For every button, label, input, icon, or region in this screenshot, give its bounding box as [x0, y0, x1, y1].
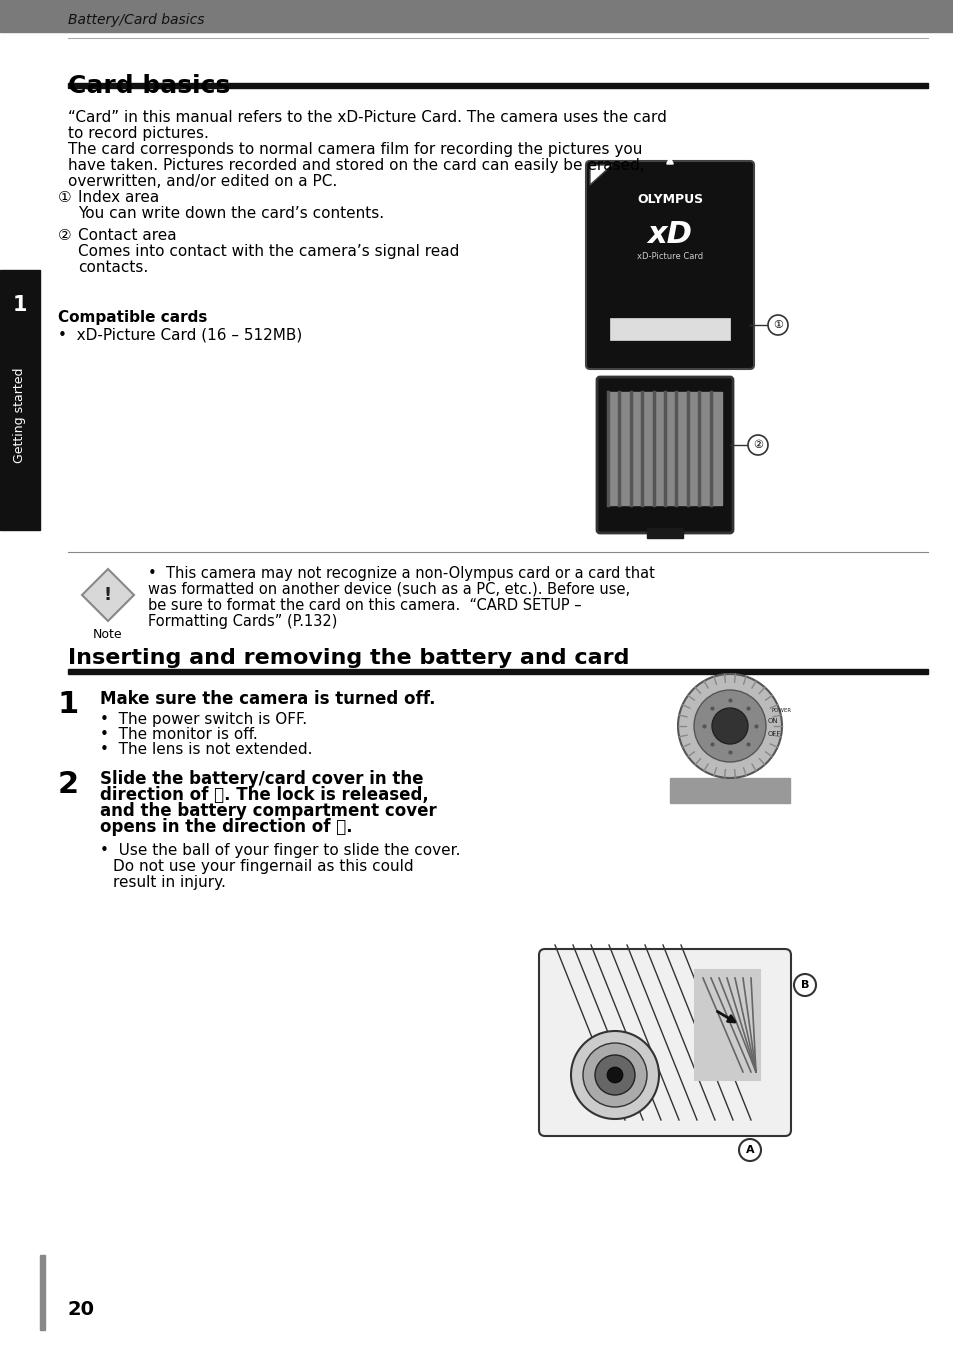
Circle shape — [595, 1054, 635, 1095]
Bar — [68, 670, 927, 674]
FancyBboxPatch shape — [597, 377, 732, 533]
Text: OLYMPUS: OLYMPUS — [637, 193, 702, 207]
Text: have taken. Pictures recorded and stored on the card can easily be erased,: have taken. Pictures recorded and stored… — [68, 158, 644, 173]
FancyBboxPatch shape — [538, 949, 790, 1135]
Text: 1: 1 — [58, 690, 79, 720]
Text: Card basics: Card basics — [68, 74, 230, 99]
Text: Battery/Card basics: Battery/Card basics — [68, 14, 204, 27]
Text: •  The monitor is off.: • The monitor is off. — [100, 728, 257, 743]
Text: Comes into contact with the camera’s signal read: Comes into contact with the camera’s sig… — [78, 244, 459, 259]
Text: Slide the battery/card cover in the: Slide the battery/card cover in the — [100, 769, 423, 788]
Text: B: B — [800, 980, 808, 990]
Text: A: A — [745, 1145, 754, 1156]
Circle shape — [767, 315, 787, 335]
Text: and the battery compartment cover: and the battery compartment cover — [100, 802, 436, 819]
Circle shape — [606, 1066, 622, 1083]
Circle shape — [793, 973, 815, 996]
Text: ②: ② — [752, 440, 762, 450]
Circle shape — [739, 1139, 760, 1161]
Circle shape — [571, 1031, 659, 1119]
Text: •  The lens is not extended.: • The lens is not extended. — [100, 743, 313, 757]
Circle shape — [693, 690, 765, 761]
Text: Getting started: Getting started — [13, 367, 27, 463]
Circle shape — [711, 707, 747, 744]
Text: •  Use the ball of your finger to slide the cover.: • Use the ball of your finger to slide t… — [100, 842, 460, 859]
Text: ②: ② — [58, 228, 71, 243]
Text: be sure to format the card on this camera.  “CARD SETUP –: be sure to format the card on this camer… — [148, 598, 581, 613]
Text: was formatted on another device (such as a PC, etc.). Before use,: was formatted on another device (such as… — [148, 582, 630, 597]
Bar — [0, 270, 40, 531]
Bar — [40, 1256, 45, 1330]
Text: overwritten, and/or edited on a PC.: overwritten, and/or edited on a PC. — [68, 174, 337, 189]
Text: xD: xD — [647, 220, 692, 248]
Text: Do not use your fingernail as this could: Do not use your fingernail as this could — [112, 859, 414, 873]
Bar — [609, 319, 729, 340]
Circle shape — [582, 1044, 646, 1107]
Text: ON: ON — [767, 718, 778, 724]
Text: Formatting Cards” (P.132): Formatting Cards” (P.132) — [148, 614, 337, 629]
Text: to record pictures.: to record pictures. — [68, 126, 209, 140]
Text: opens in the direction of Ⓑ.: opens in the direction of Ⓑ. — [100, 818, 353, 836]
Bar — [695, 971, 760, 1080]
Text: •  xD-Picture Card (16 – 512MB): • xD-Picture Card (16 – 512MB) — [58, 328, 302, 343]
Text: Index area: Index area — [78, 190, 159, 205]
Circle shape — [678, 674, 781, 778]
Bar — [0, 0, 953, 32]
Text: contacts.: contacts. — [78, 261, 148, 275]
Text: Compatible cards: Compatible cards — [58, 310, 207, 325]
Text: ①: ① — [772, 320, 782, 329]
Bar — [669, 778, 789, 803]
Text: ①: ① — [58, 190, 71, 205]
Text: POWER: POWER — [771, 709, 791, 714]
Text: xD-Picture Card: xD-Picture Card — [637, 252, 702, 261]
Text: The card corresponds to normal camera film for recording the pictures you: The card corresponds to normal camera fi… — [68, 142, 641, 157]
Text: !: ! — [104, 586, 112, 603]
Text: “Card” in this manual refers to the xD-Picture Card. The camera uses the card: “Card” in this manual refers to the xD-P… — [68, 109, 666, 126]
Text: You can write down the card’s contents.: You can write down the card’s contents. — [78, 207, 384, 221]
Text: Inserting and removing the battery and card: Inserting and removing the battery and c… — [68, 648, 629, 668]
Bar — [607, 392, 721, 505]
Polygon shape — [589, 165, 612, 185]
Text: direction of Ⓐ. The lock is released,: direction of Ⓐ. The lock is released, — [100, 786, 428, 805]
FancyBboxPatch shape — [585, 161, 753, 369]
Text: 2: 2 — [58, 769, 79, 799]
Text: 1: 1 — [12, 296, 28, 315]
Circle shape — [747, 435, 767, 455]
Polygon shape — [82, 568, 133, 621]
Text: •  This camera may not recognize a non-Olympus card or a card that: • This camera may not recognize a non-Ol… — [148, 566, 654, 580]
Bar — [68, 82, 927, 88]
Text: result in injury.: result in injury. — [112, 875, 226, 890]
Text: Contact area: Contact area — [78, 228, 176, 243]
Text: OFF: OFF — [767, 730, 781, 737]
Text: •  The power switch is OFF.: • The power switch is OFF. — [100, 711, 307, 728]
Text: 20: 20 — [68, 1300, 95, 1319]
Bar — [646, 528, 682, 539]
Text: Note: Note — [93, 628, 123, 641]
Text: Make sure the camera is turned off.: Make sure the camera is turned off. — [100, 690, 435, 707]
